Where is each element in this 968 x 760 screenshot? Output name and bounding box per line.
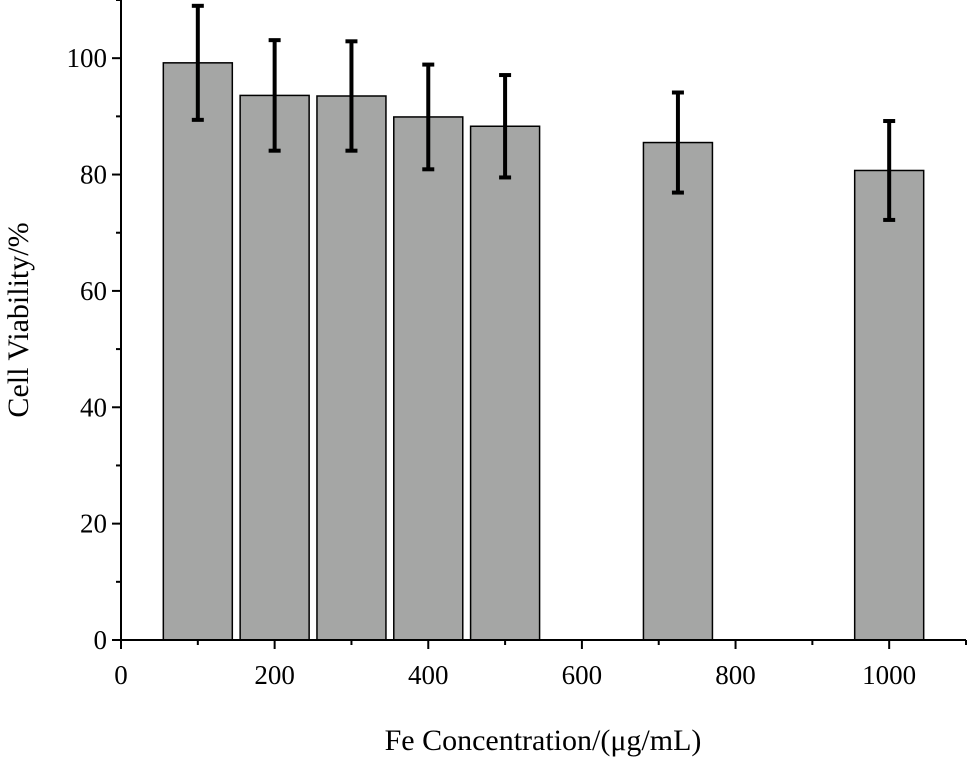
bar-725 bbox=[642, 141, 714, 641]
bar-300 bbox=[316, 95, 387, 641]
x-tick-label: 400 bbox=[408, 660, 449, 690]
x-tick-label: 1000 bbox=[862, 660, 916, 690]
bar-group bbox=[162, 62, 925, 641]
y-tick-label: 100 bbox=[67, 43, 108, 73]
bar-1000 bbox=[853, 169, 925, 641]
x-tick-label: 200 bbox=[254, 660, 295, 690]
bar-400 bbox=[393, 116, 464, 641]
bar-200 bbox=[239, 94, 310, 641]
bar-500 bbox=[469, 125, 541, 641]
y-tick-label: 0 bbox=[94, 625, 108, 655]
x-tick-label: 600 bbox=[562, 660, 603, 690]
x-axis-ticks: 0 200 400 600 800 1000 bbox=[114, 640, 967, 690]
bar-100 bbox=[162, 62, 234, 641]
y-axis-ticks: 0 20 40 60 80 100 bbox=[67, 0, 121, 655]
y-tick-label: 80 bbox=[80, 160, 107, 190]
y-axis-label: Cell Viability/% bbox=[2, 222, 35, 417]
y-tick-label: 20 bbox=[80, 509, 107, 539]
x-axis-label: Fe Concentration/(μg/mL) bbox=[385, 724, 702, 757]
y-tick-label: 60 bbox=[80, 276, 107, 306]
error-bar-group bbox=[191, 3, 896, 222]
y-tick-label: 40 bbox=[80, 392, 107, 422]
x-tick-label: 800 bbox=[715, 660, 756, 690]
x-tick-label: 0 bbox=[114, 660, 128, 690]
